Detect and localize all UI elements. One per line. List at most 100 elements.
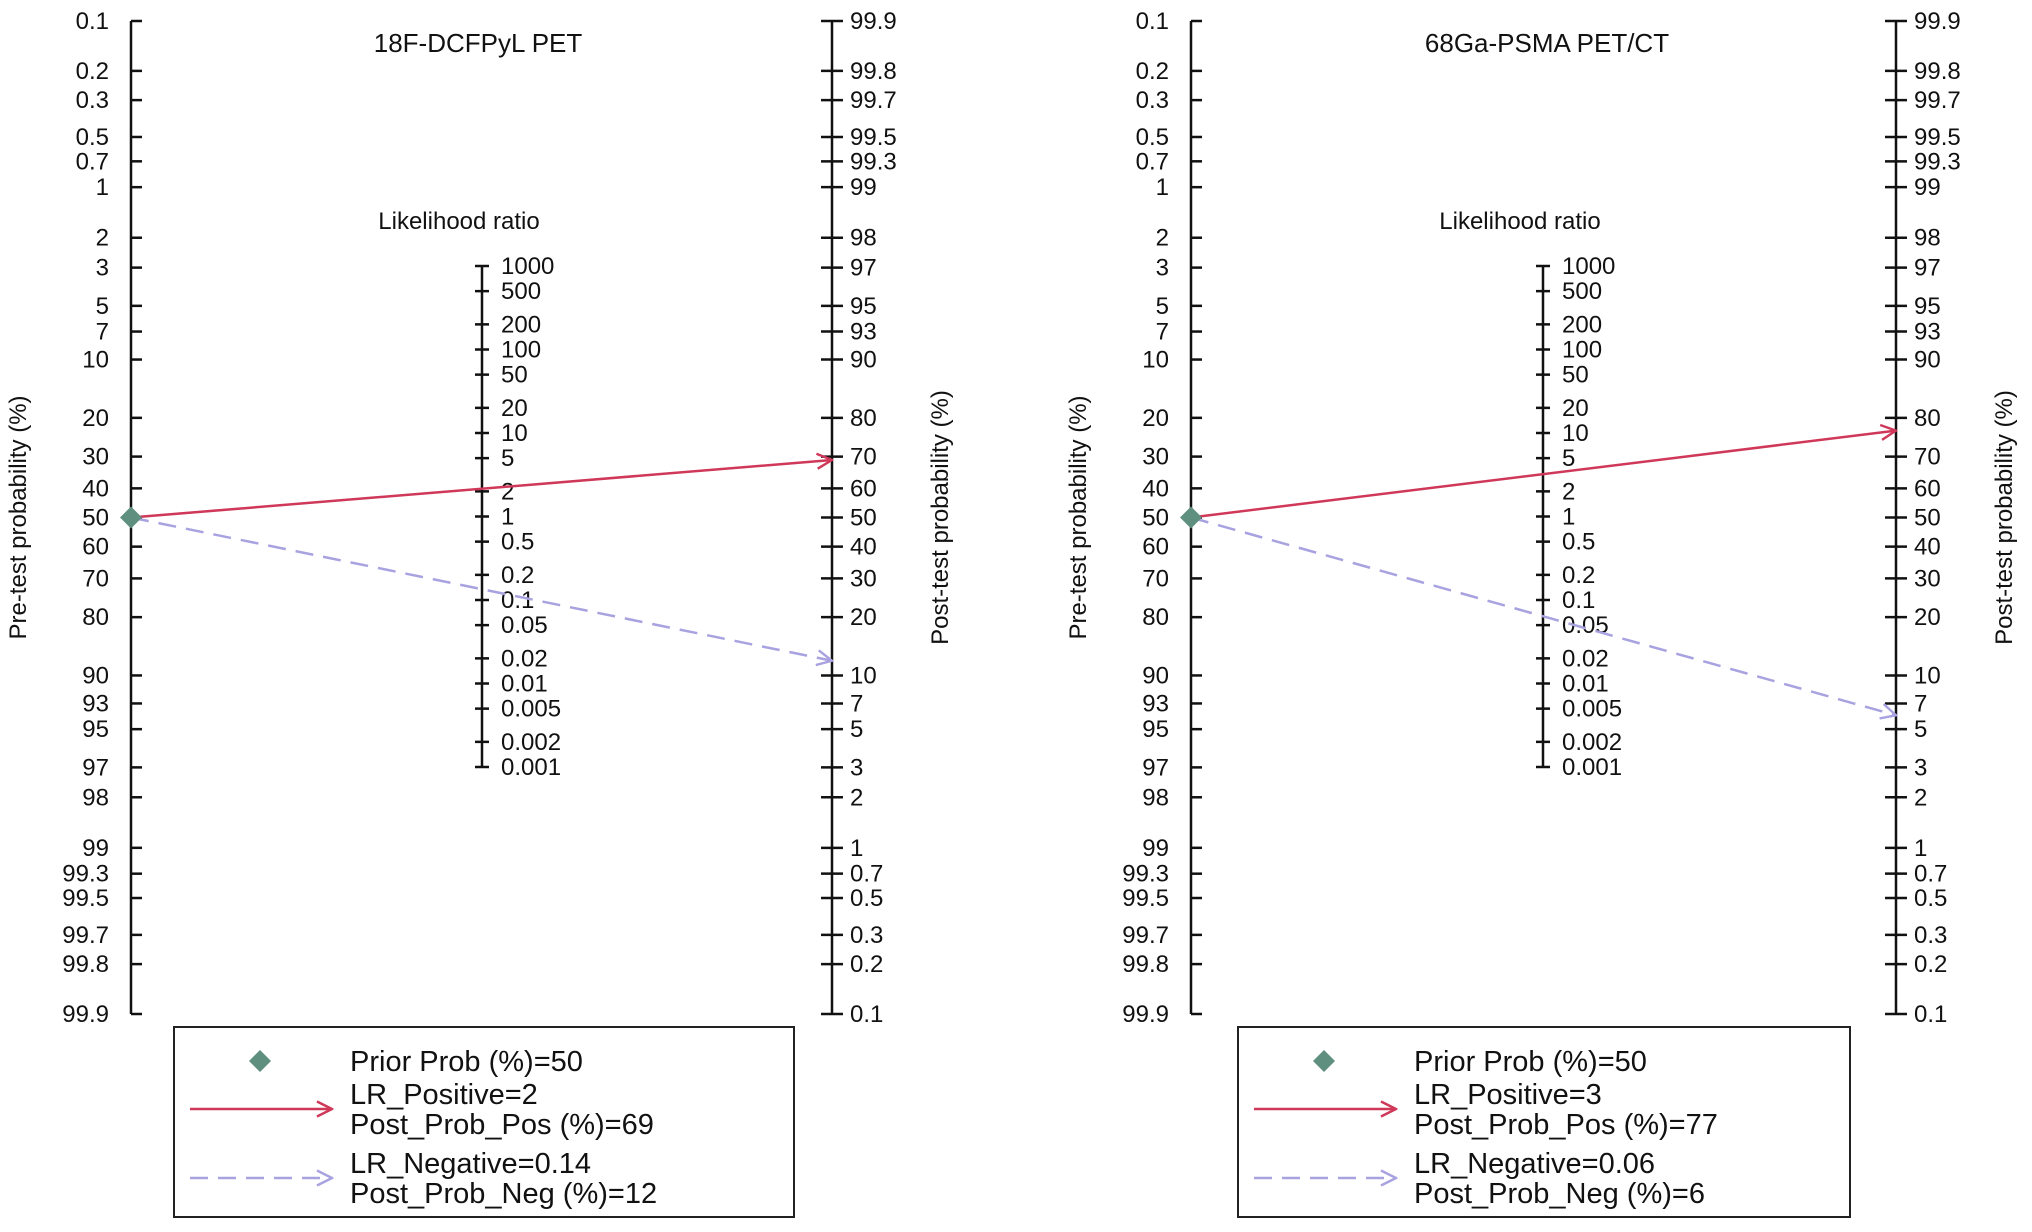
post-test-tick-label: 2 bbox=[1914, 784, 1927, 811]
pre-test-tick-label: 50 bbox=[1142, 505, 1169, 532]
post-test-tick-label: 0.1 bbox=[1914, 1001, 1947, 1028]
lr-tick-label: 0.1 bbox=[1562, 587, 1595, 614]
pre-test-tick-label: 99 bbox=[1142, 835, 1169, 862]
lr-tick-label: 0.001 bbox=[1562, 754, 1622, 781]
post-test-tick-label: 99.5 bbox=[1914, 124, 1961, 151]
post-test-tick-label: 99.7 bbox=[1914, 87, 1961, 114]
lr-tick-label: 0.002 bbox=[1562, 729, 1622, 756]
post-test-tick-label: 90 bbox=[1914, 347, 1941, 374]
pre-test-tick-label: 40 bbox=[82, 475, 109, 502]
pre-test-tick-label: 99.8 bbox=[1122, 951, 1169, 978]
legend-post-prob-pos-text: Post_Prob_Pos (%)=77 bbox=[1414, 1109, 1718, 1141]
post-test-tick-label: 0.3 bbox=[1914, 922, 1947, 949]
nomogram-panel-2: 68Ga-PSMA PET/CT0.10.20.30.50.7123571020… bbox=[1065, 8, 2018, 1218]
lr-tick-label: 0.2 bbox=[1562, 562, 1595, 589]
lr-tick-label: 500 bbox=[1562, 278, 1602, 305]
post-test-tick-label: 0.5 bbox=[850, 885, 883, 912]
nomogram-panel-1: 18F-DCFPyL PET0.10.20.30.50.712357102030… bbox=[5, 8, 954, 1218]
pre-test-tick-label: 5 bbox=[1156, 293, 1169, 320]
pre-test-tick-label: 60 bbox=[1142, 534, 1169, 561]
lr-tick-label: 10 bbox=[1562, 420, 1589, 447]
pre-test-tick-label: 30 bbox=[1142, 444, 1169, 471]
post-test-tick-label: 40 bbox=[1914, 534, 1941, 561]
pre-test-tick-label: 0.1 bbox=[76, 8, 109, 35]
post-test-tick-label: 0.2 bbox=[1914, 951, 1947, 978]
pre-test-tick-label: 2 bbox=[1156, 225, 1169, 252]
pre-test-tick-label: 80 bbox=[82, 604, 109, 631]
legend-prior-marker bbox=[249, 1050, 271, 1072]
pre-test-tick-label: 99.7 bbox=[62, 922, 109, 949]
pre-test-tick-label: 80 bbox=[1142, 604, 1169, 631]
pre-test-tick-label: 0.2 bbox=[76, 58, 109, 85]
pre-test-tick-label: 7 bbox=[1156, 319, 1169, 346]
pre-test-tick-label: 60 bbox=[82, 534, 109, 561]
lr-tick-label: 0.002 bbox=[501, 729, 561, 756]
post-test-tick-label: 3 bbox=[850, 754, 863, 781]
post-test-tick-label: 95 bbox=[1914, 293, 1941, 320]
post-test-tick-label: 1 bbox=[850, 835, 863, 862]
lr-tick-label: 20 bbox=[1562, 395, 1589, 422]
legend-box bbox=[1237, 1026, 1851, 1218]
pre-test-tick-label: 99.9 bbox=[62, 1001, 109, 1028]
pre-test-tick-label: 0.3 bbox=[76, 87, 109, 114]
post-test-tick-label: 97 bbox=[850, 255, 877, 282]
legend-prior-marker bbox=[1313, 1050, 1335, 1072]
pre-test-tick-label: 99 bbox=[82, 835, 109, 862]
legend-box bbox=[173, 1026, 795, 1218]
post-test-tick-label: 99.3 bbox=[1914, 148, 1961, 175]
legend-lr-negative-text: LR_Negative=0.06 bbox=[1414, 1148, 1655, 1180]
post-test-tick-label: 3 bbox=[1914, 754, 1927, 781]
pre-test-tick-label: 3 bbox=[1156, 255, 1169, 282]
post-test-tick-label: 80 bbox=[850, 405, 877, 432]
post-test-tick-label: 60 bbox=[850, 475, 877, 502]
post-test-tick-label: 99.5 bbox=[850, 124, 897, 151]
post-test-tick-label: 0.3 bbox=[850, 922, 883, 949]
legend-lr-negative-text: LR_Negative=0.14 bbox=[350, 1148, 591, 1180]
pre-test-tick-label: 0.1 bbox=[1136, 8, 1169, 35]
post-test-tick-label: 2 bbox=[850, 784, 863, 811]
pre-test-tick-label: 93 bbox=[82, 690, 109, 717]
pre-test-tick-label: 99.3 bbox=[62, 861, 109, 888]
lr-tick-label: 0.05 bbox=[1562, 612, 1609, 639]
legend-post-prob-neg-text: Post_Prob_Neg (%)=6 bbox=[1414, 1178, 1705, 1210]
post-test-tick-label: 50 bbox=[850, 505, 877, 532]
post-test-tick-label: 93 bbox=[1914, 319, 1941, 346]
pre-test-tick-label: 0.7 bbox=[1136, 148, 1169, 175]
post-test-tick-label: 5 bbox=[1914, 716, 1927, 743]
lr-tick-label: 1000 bbox=[501, 253, 554, 280]
pre-test-tick-label: 0.2 bbox=[1136, 58, 1169, 85]
pre-test-tick-label: 2 bbox=[96, 225, 109, 252]
pre-test-tick-label: 70 bbox=[82, 565, 109, 592]
pre-test-tick-label: 95 bbox=[82, 716, 109, 743]
pre-test-tick-label: 0.7 bbox=[76, 148, 109, 175]
pre-test-tick-label: 90 bbox=[1142, 662, 1169, 689]
legend-lr-positive-text: LR_Positive=2 bbox=[350, 1079, 538, 1111]
post-test-tick-label: 20 bbox=[1914, 604, 1941, 631]
lr-tick-label: 200 bbox=[501, 311, 541, 338]
lr-tick-label: 10 bbox=[501, 420, 528, 447]
pre-test-tick-label: 99.5 bbox=[1122, 885, 1169, 912]
pre-test-tick-label: 7 bbox=[96, 319, 109, 346]
lr-tick-label: 0.001 bbox=[501, 754, 561, 781]
pre-test-tick-label: 40 bbox=[1142, 475, 1169, 502]
post-test-tick-label: 70 bbox=[1914, 444, 1941, 471]
pre-test-tick-label: 20 bbox=[82, 405, 109, 432]
post-test-tick-label: 98 bbox=[1914, 225, 1941, 252]
post-test-tick-label: 0.1 bbox=[850, 1001, 883, 1028]
positive-result-line bbox=[1190, 431, 1896, 519]
likelihood-ratio-axis-label: Likelihood ratio bbox=[378, 208, 539, 235]
pre-test-tick-label: 0.5 bbox=[76, 124, 109, 151]
panel-title: 68Ga-PSMA PET/CT bbox=[1425, 28, 1669, 58]
legend-prior-text: Prior Prob (%)=50 bbox=[1414, 1046, 1647, 1078]
pre-test-tick-label: 99.3 bbox=[1122, 861, 1169, 888]
pre-test-tick-label: 99.9 bbox=[1122, 1001, 1169, 1028]
pre-test-tick-label: 99.8 bbox=[62, 951, 109, 978]
legend: Prior Prob (%)=50LR_Positive=2Post_Prob_… bbox=[173, 1026, 795, 1218]
lr-tick-label: 0.01 bbox=[1562, 671, 1609, 698]
lr-tick-label: 50 bbox=[501, 362, 528, 389]
pre-test-tick-label: 0.3 bbox=[1136, 87, 1169, 114]
post-test-tick-label: 99.7 bbox=[850, 87, 897, 114]
pre-test-tick-label: 98 bbox=[82, 784, 109, 811]
lr-tick-label: 0.5 bbox=[501, 529, 534, 556]
